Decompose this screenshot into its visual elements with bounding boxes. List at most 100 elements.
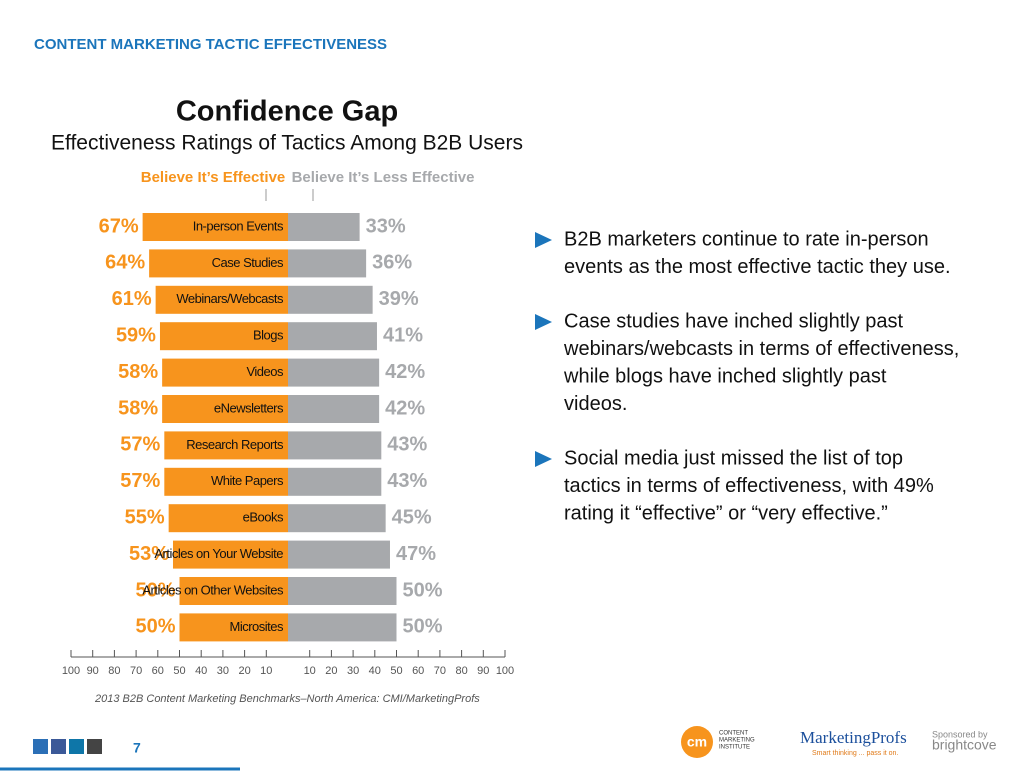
social-icons (33, 739, 102, 754)
logo-text: Sponsored by (932, 729, 988, 739)
x-tick-label: 10 (260, 665, 272, 677)
chart-title: Confidence Gap (176, 96, 398, 128)
category-label: Case Studies (212, 255, 284, 270)
bullet-text: Case studies have inched slightly past (564, 310, 904, 332)
value-label: 58% (118, 397, 158, 419)
value-label: 59% (116, 324, 156, 346)
logo-text: cm (687, 734, 707, 750)
value-label: 58% (118, 361, 158, 383)
bar (162, 358, 288, 387)
x-tick-label: 40 (195, 665, 207, 677)
bullet-text: tactics in terms of effectiveness, with … (564, 475, 934, 497)
x-tick-label: 90 (87, 665, 99, 677)
value-label: 50% (135, 579, 175, 601)
bullet-marker (535, 314, 552, 330)
chart-subtitle: Effectiveness Ratings of Tactics Among B… (51, 132, 523, 155)
x-tick-label: 100 (496, 665, 514, 677)
value-label: 53% (129, 543, 169, 565)
page-number: 7 (133, 740, 141, 756)
x-tick-label: 30 (347, 665, 359, 677)
bullet-text: webinars/webcasts in terms of effectiven… (563, 338, 959, 360)
value-label: 50% (403, 579, 443, 601)
x-tick-label: 80 (455, 665, 467, 677)
bar (162, 395, 288, 423)
x-tick-label: 60 (152, 665, 164, 677)
value-label: 57% (120, 434, 160, 456)
value-label: 67% (99, 215, 139, 237)
bar (288, 504, 386, 533)
value-label: 33% (366, 215, 406, 237)
legend-label: Believe It’s Less Effective (292, 169, 475, 186)
bar (288, 540, 390, 569)
bullet-text: while blogs have inched slightly past (563, 365, 887, 387)
category-label: White Papers (211, 473, 284, 488)
bar (288, 285, 373, 314)
category-label: Microsites (229, 619, 284, 634)
value-label: 39% (379, 288, 419, 310)
bullet-text: B2B marketers continue to rate in-person (564, 228, 929, 250)
bullet-marker (535, 232, 552, 248)
value-label: 50% (403, 616, 443, 638)
icon[interactable] (33, 739, 48, 754)
bullet-text: videos. (564, 393, 627, 415)
bar (288, 431, 382, 460)
value-label: 43% (387, 470, 427, 492)
value-label: 36% (372, 252, 412, 274)
legend-label: Believe It’s Effective (141, 169, 286, 186)
category-label: Blogs (253, 328, 284, 343)
bar (159, 322, 288, 351)
value-label: 41% (383, 324, 423, 346)
logo-text: INSTITUTE (719, 745, 750, 751)
category-label: eNewsletters (214, 400, 284, 415)
x-tick-label: 30 (217, 665, 229, 677)
logo-mark (681, 726, 713, 758)
bar (288, 322, 377, 351)
bar (172, 540, 288, 569)
bullet-text: Social media just missed the list of top (564, 447, 903, 469)
category-label: Videos (246, 364, 284, 379)
logo-text: CONTENT (719, 731, 748, 737)
bar (288, 577, 397, 605)
icon[interactable] (87, 739, 102, 754)
logo-text: MarketingProfs (800, 728, 907, 747)
x-tick-label: 90 (477, 665, 489, 677)
x-tick-label: 50 (390, 665, 402, 677)
x-tick-label: 20 (238, 665, 250, 677)
category-label: In-person Events (193, 218, 284, 233)
icon[interactable] (51, 739, 66, 754)
bar (288, 358, 380, 387)
value-label: 42% (385, 361, 425, 383)
logo-text: MARKETING (719, 738, 755, 744)
x-tick-label: 20 (325, 665, 337, 677)
icon[interactable] (69, 739, 84, 754)
bullet-text: rating it “effective” or “very effective… (564, 502, 888, 524)
value-label: 45% (392, 506, 432, 528)
x-tick-label: 100 (62, 665, 80, 677)
category-label: Webinars/Webcasts (176, 291, 284, 306)
bar (179, 613, 288, 642)
x-tick-label: 80 (108, 665, 120, 677)
bar (288, 613, 397, 642)
value-label: 64% (105, 252, 145, 274)
source: 2013 B2B Content Marketing Benchmarks–No… (94, 693, 480, 705)
value-label: 61% (112, 288, 152, 310)
logo-text: brightcove (932, 737, 997, 753)
value-label: 57% (120, 470, 160, 492)
x-tick-label: 40 (369, 665, 381, 677)
category-label: Articles on Other Websites (142, 582, 284, 597)
bar (288, 213, 360, 241)
value-label: 43% (387, 434, 427, 456)
bar (288, 467, 382, 496)
x-tick-label: 60 (412, 665, 424, 677)
category-label: eBooks (243, 510, 284, 525)
bar (164, 467, 288, 496)
bar (142, 213, 288, 241)
bar (168, 504, 288, 533)
category-label: Research Reports (186, 437, 284, 452)
category-label: Articles on Your Website (154, 546, 283, 561)
value-label: 55% (125, 506, 165, 528)
bullet-text: events as the most effective tactic they… (564, 256, 951, 278)
header: CONTENT MARKETING TACTIC EFFECTIVENESS (34, 36, 387, 53)
